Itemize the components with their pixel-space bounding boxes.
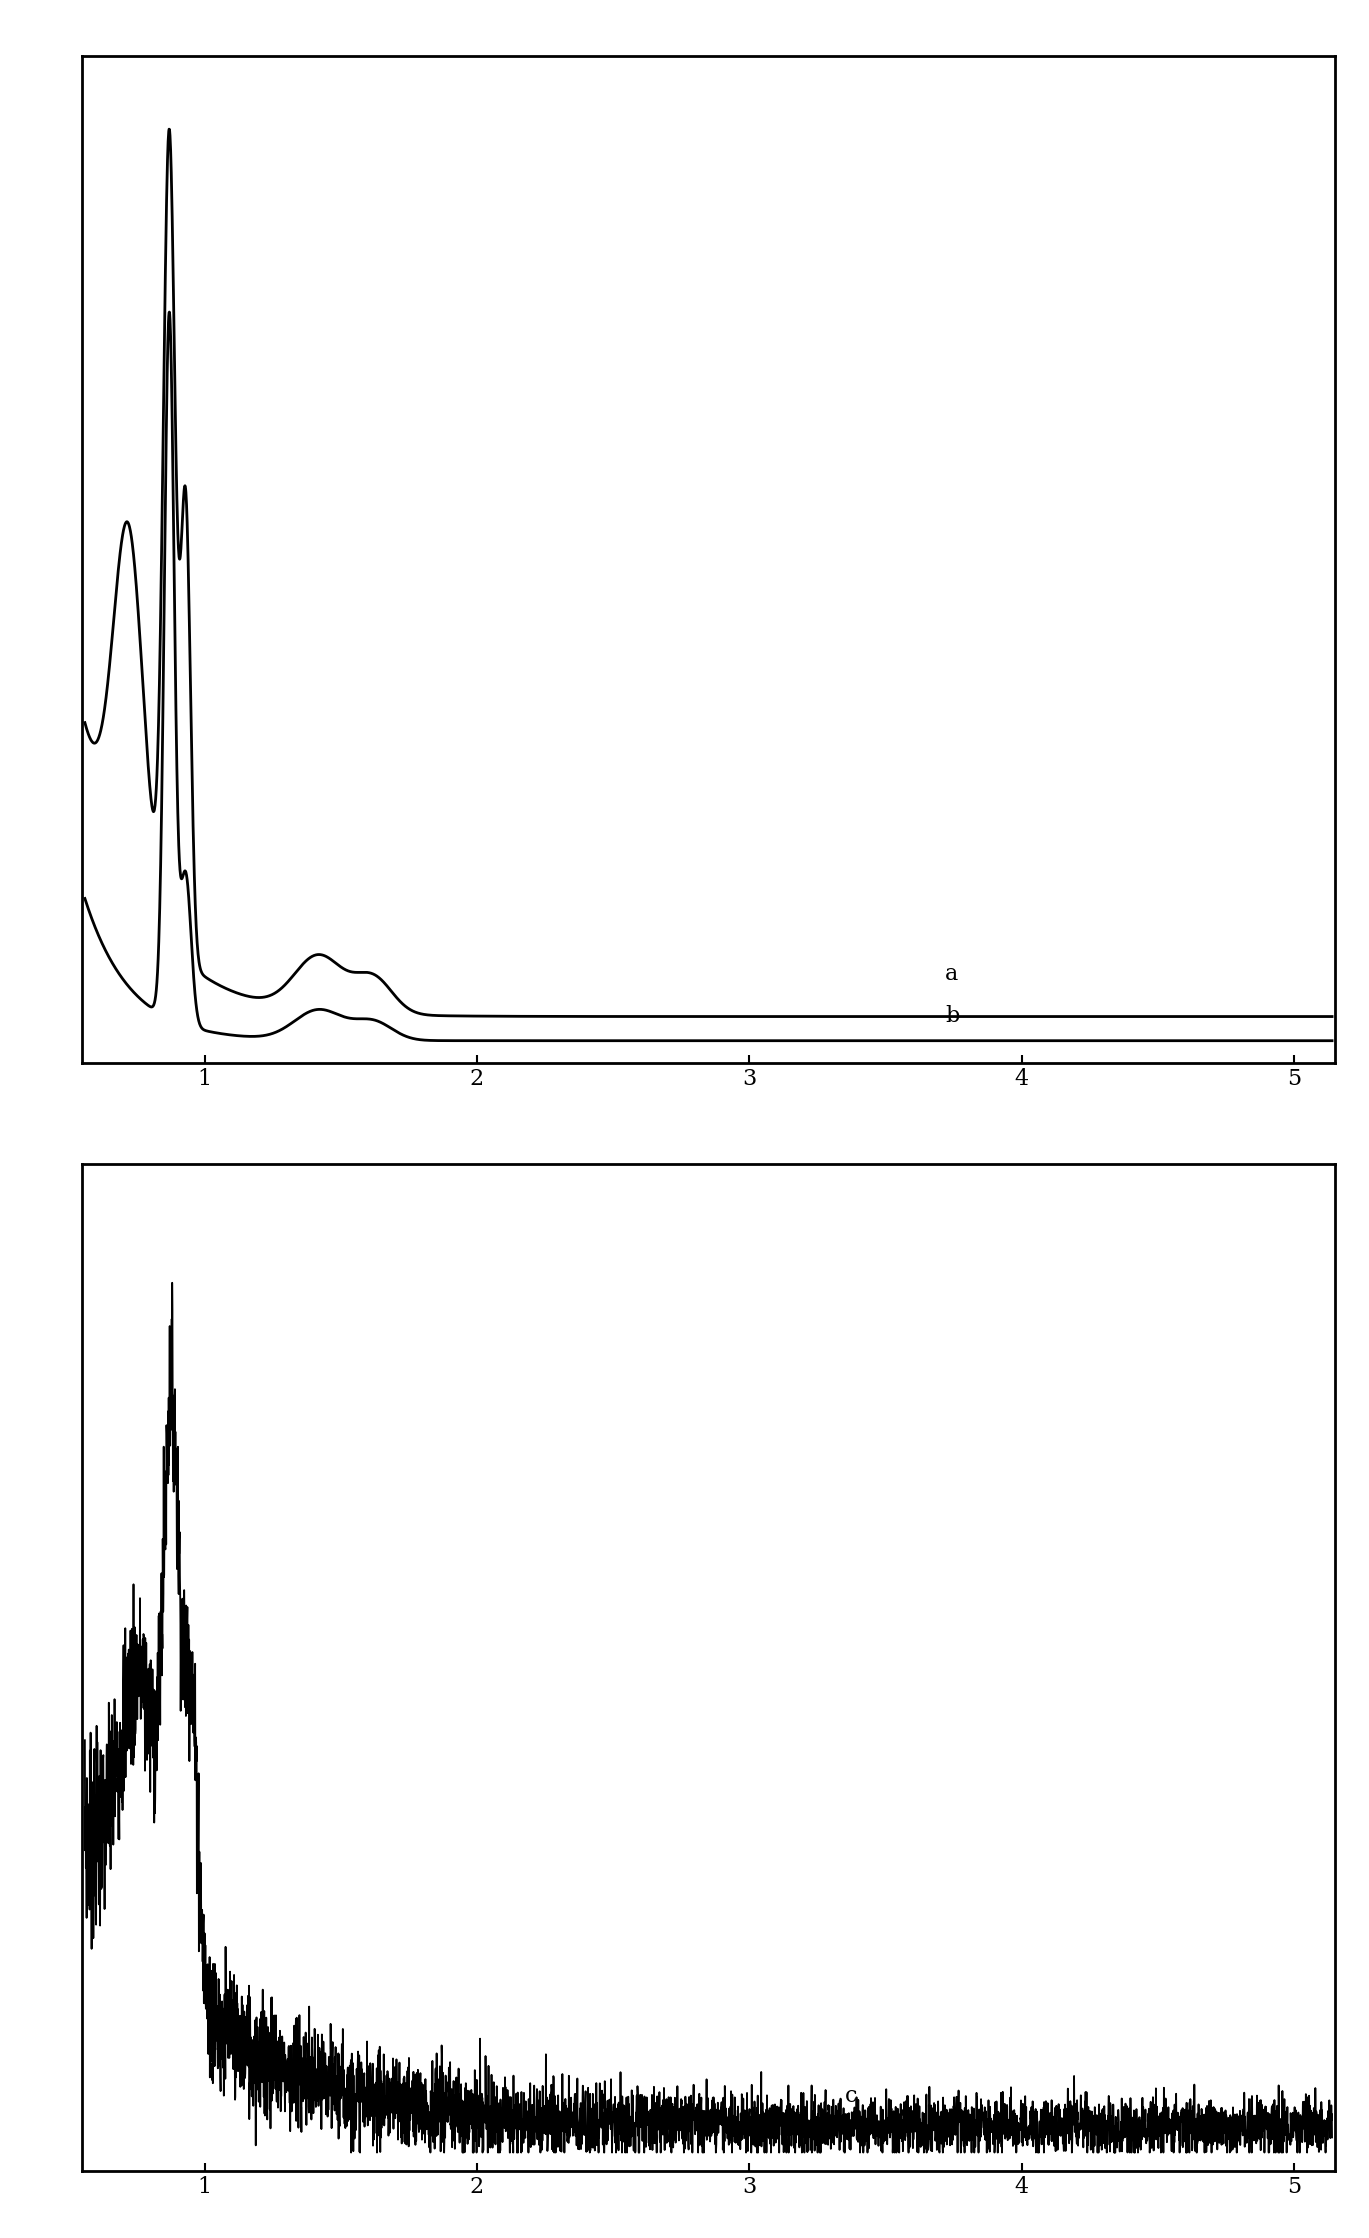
Text: a: a (946, 962, 958, 985)
Text: c: c (845, 2086, 857, 2108)
Text: b: b (946, 1005, 960, 1027)
